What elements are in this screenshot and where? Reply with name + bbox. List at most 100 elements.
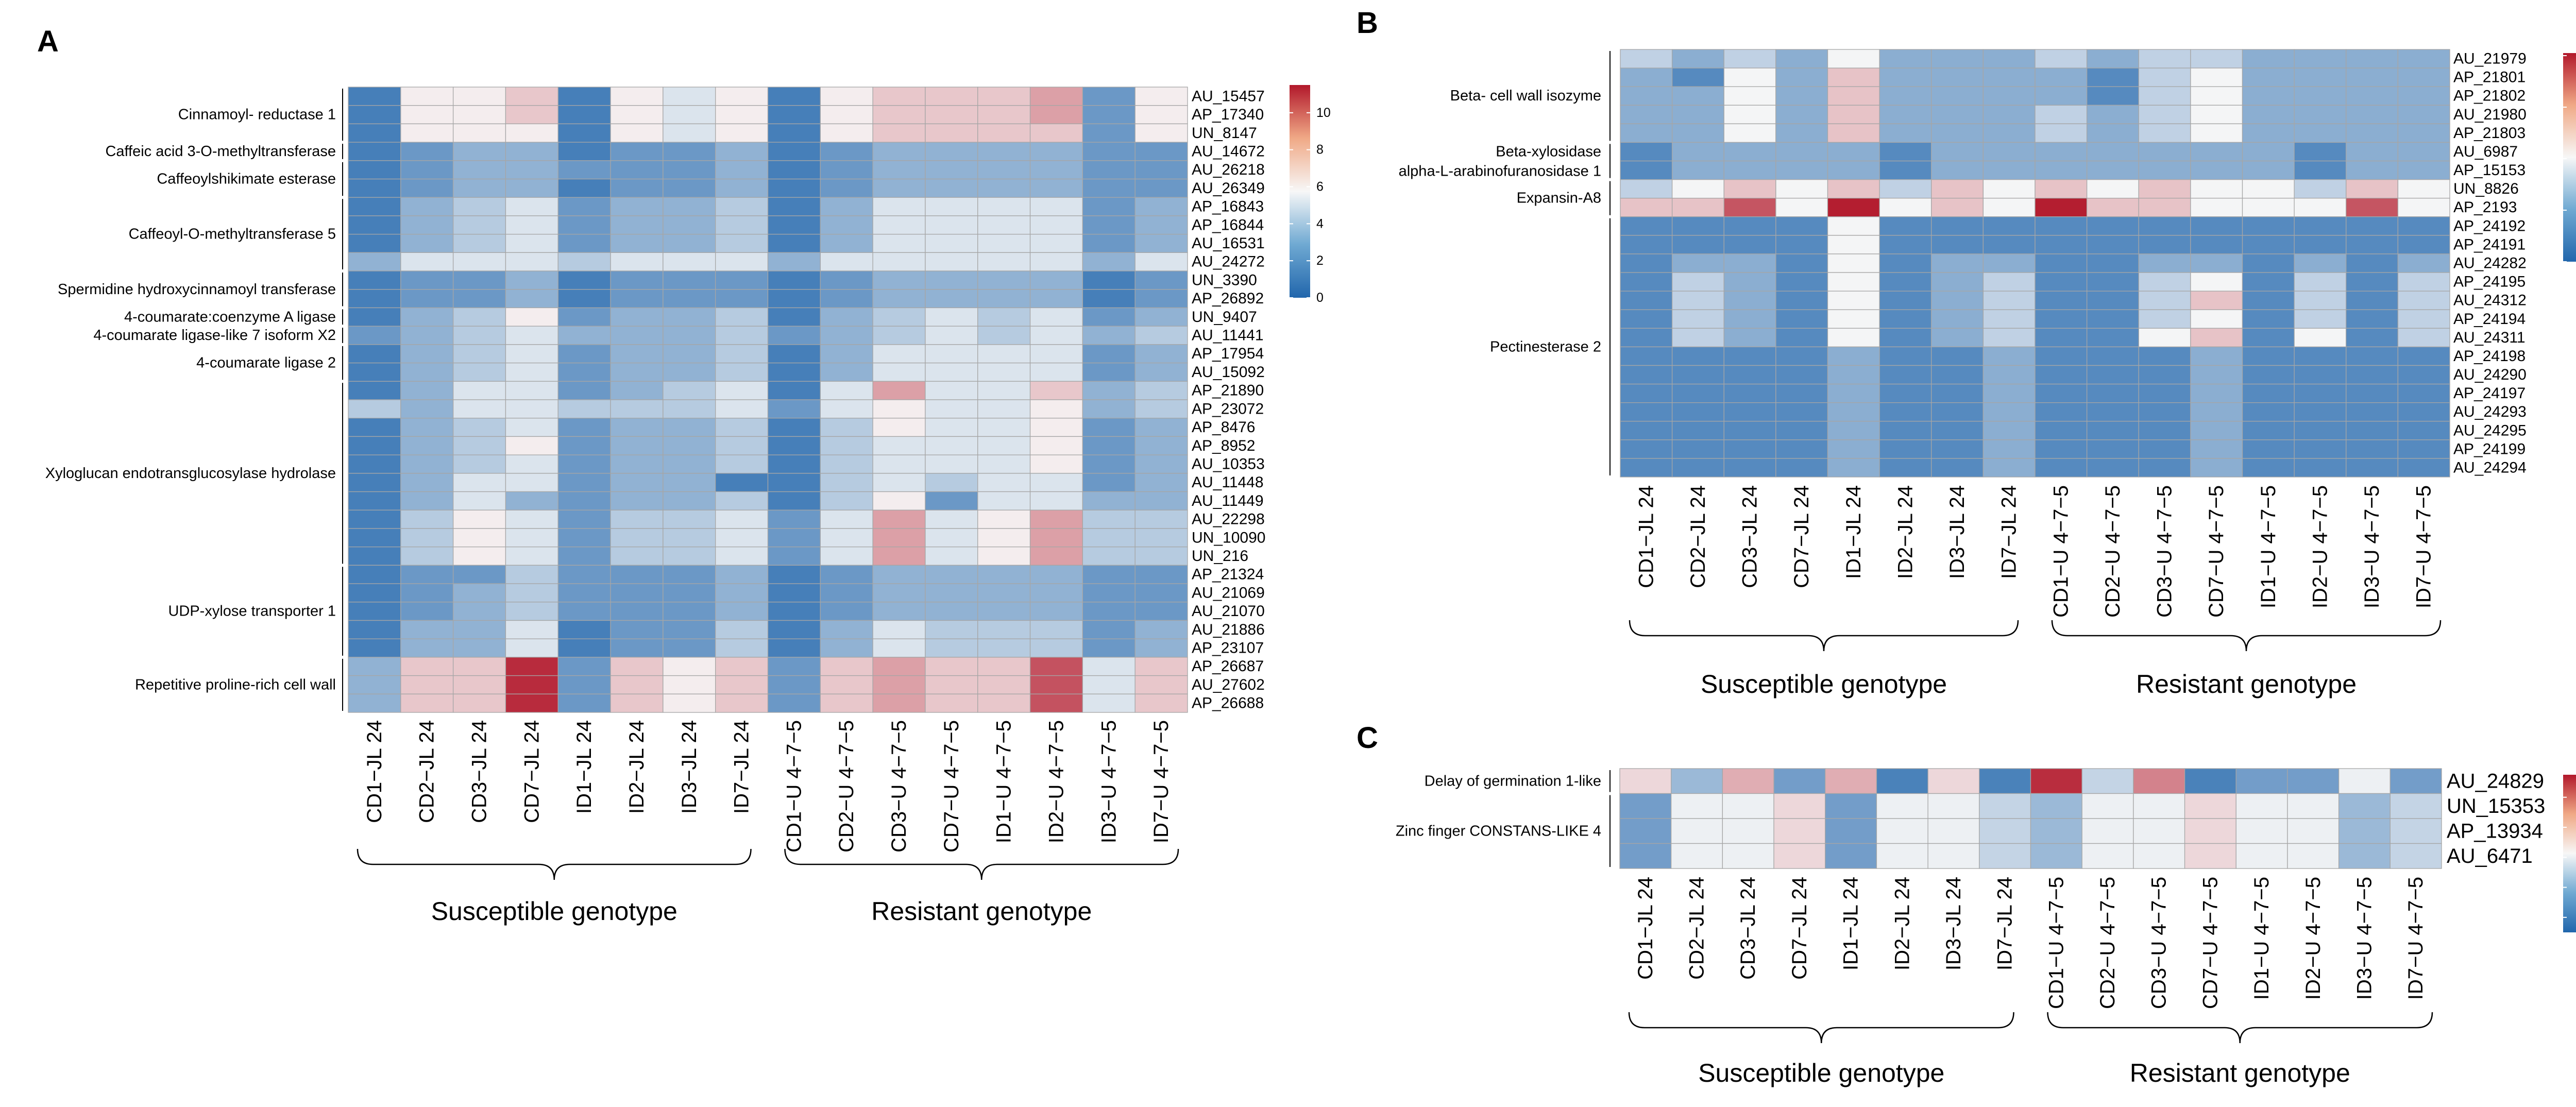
row-group-label: Repetitive proline-rich cell wall bbox=[135, 676, 336, 693]
heatmap-cell bbox=[2287, 843, 2340, 869]
heatmap-cell bbox=[1931, 291, 1984, 310]
column-label: ID7−JL 24 bbox=[731, 720, 753, 814]
row-label: AU_24311 bbox=[2453, 329, 2526, 346]
heatmap-cell bbox=[872, 270, 926, 290]
heatmap-cell bbox=[610, 693, 664, 713]
heatmap-cell bbox=[1671, 105, 1724, 124]
heatmap-cell bbox=[610, 123, 664, 143]
heatmap-cell bbox=[1671, 272, 1724, 292]
heatmap-cell bbox=[2133, 793, 2185, 819]
row-group-label: Cinnamoyl- reductase 1 bbox=[178, 107, 336, 123]
heatmap-cell bbox=[557, 362, 611, 382]
heatmap-cell bbox=[2242, 86, 2295, 106]
heatmap-cell bbox=[610, 436, 664, 455]
heatmap-cell bbox=[2035, 458, 2088, 478]
heatmap-cell bbox=[2346, 49, 2399, 69]
row-label: AP_21801 bbox=[2453, 69, 2526, 86]
heatmap-cell bbox=[452, 620, 506, 639]
heatmap-cell bbox=[1825, 768, 1877, 794]
heatmap-cell bbox=[2190, 105, 2243, 124]
heatmap-cell bbox=[1671, 421, 1724, 440]
heatmap-cell bbox=[2190, 328, 2243, 348]
heatmap-cell bbox=[1134, 491, 1188, 510]
heatmap-cell bbox=[2138, 383, 2191, 403]
heatmap-cell bbox=[2294, 291, 2347, 310]
heatmap-cell bbox=[2397, 309, 2450, 329]
heatmap-cell bbox=[400, 583, 454, 603]
heatmap-cell bbox=[925, 436, 978, 455]
heatmap-cell bbox=[452, 473, 506, 492]
heatmap-cell bbox=[2294, 179, 2347, 199]
row-label: UN_15353 bbox=[2447, 795, 2545, 818]
heatmap-cell bbox=[400, 620, 454, 639]
heatmap-cell bbox=[1082, 233, 1136, 253]
heatmap-cell bbox=[1620, 383, 1673, 403]
heatmap-cell bbox=[2035, 216, 2088, 236]
heatmap-cell bbox=[1879, 365, 1932, 385]
heatmap-cell bbox=[1827, 105, 1880, 124]
heatmap-cell bbox=[348, 344, 401, 364]
heatmap-cell bbox=[348, 307, 401, 327]
heatmap-cell bbox=[715, 142, 769, 161]
heatmap-cell bbox=[1029, 473, 1083, 492]
heatmap-cell bbox=[2242, 253, 2295, 273]
heatmap-cell bbox=[1671, 160, 1724, 180]
heatmap-cell bbox=[348, 197, 401, 216]
heatmap-cell bbox=[663, 344, 716, 364]
heatmap-cell bbox=[1723, 160, 1776, 180]
heatmap-cell bbox=[1134, 178, 1188, 198]
heatmap-cell bbox=[663, 454, 716, 474]
heatmap-cell bbox=[1775, 105, 1828, 124]
genotype-label: Resistant genotype bbox=[2130, 1059, 2350, 1087]
heatmap-cell bbox=[1827, 346, 1880, 366]
heatmap-cell bbox=[505, 160, 558, 180]
heatmap-cell bbox=[1029, 160, 1083, 180]
heatmap-cell bbox=[1671, 818, 1723, 844]
heatmap-cell bbox=[977, 436, 1031, 455]
heatmap-cell bbox=[1775, 291, 1828, 310]
heatmap-cell bbox=[1134, 252, 1188, 271]
heatmap-cell bbox=[1982, 235, 2036, 254]
column-label: CD3−U 4−7−5 bbox=[2148, 877, 2171, 1009]
row-label: AP_23072 bbox=[1192, 400, 1264, 417]
heatmap-cell bbox=[2190, 179, 2243, 199]
heatmap-cell bbox=[1723, 383, 1776, 403]
row-group-label: Beta- cell wall isozyme bbox=[1450, 88, 1601, 104]
heatmap-cell bbox=[1082, 436, 1136, 455]
heatmap-cell bbox=[1982, 439, 2036, 459]
heatmap-cell bbox=[557, 307, 611, 327]
heatmap-cell bbox=[1619, 793, 1672, 819]
heatmap-cell bbox=[767, 215, 821, 235]
heatmap-cell bbox=[1825, 818, 1877, 844]
heatmap-cell bbox=[977, 473, 1031, 492]
heatmap-cell bbox=[505, 675, 558, 694]
heatmap-cell bbox=[2242, 216, 2295, 236]
heatmap-cell bbox=[1982, 105, 2036, 124]
heatmap-cell bbox=[2086, 402, 2139, 422]
column-label: ID1−U 4−7−5 bbox=[2257, 485, 2280, 608]
heatmap-cell bbox=[1671, 365, 1724, 385]
heatmap-cell bbox=[925, 307, 978, 327]
heatmap-cell bbox=[1879, 439, 1932, 459]
heatmap-cell bbox=[820, 105, 873, 125]
heatmap-cell bbox=[872, 693, 926, 713]
heatmap-cell bbox=[2030, 768, 2082, 794]
heatmap-cell bbox=[1620, 105, 1673, 124]
heatmap-cell bbox=[1671, 67, 1724, 87]
heatmap-cell bbox=[925, 418, 978, 437]
heatmap-cell bbox=[2346, 179, 2399, 199]
heatmap-cell bbox=[820, 344, 873, 364]
heatmap-cell bbox=[1827, 67, 1880, 87]
heatmap-cell bbox=[1082, 178, 1136, 198]
heatmap-cell bbox=[1620, 346, 1673, 366]
row-label: UN_8826 bbox=[2453, 180, 2519, 197]
heatmap-cell bbox=[820, 215, 873, 235]
heatmap-cell bbox=[977, 602, 1031, 621]
heatmap-cell bbox=[1879, 458, 1932, 478]
heatmap-cell bbox=[2294, 346, 2347, 366]
heatmap-cell bbox=[715, 326, 769, 345]
heatmap-cell bbox=[2294, 383, 2347, 403]
heatmap-cell bbox=[925, 381, 978, 400]
heatmap-cell bbox=[505, 638, 558, 658]
heatmap-cell bbox=[1982, 216, 2036, 236]
